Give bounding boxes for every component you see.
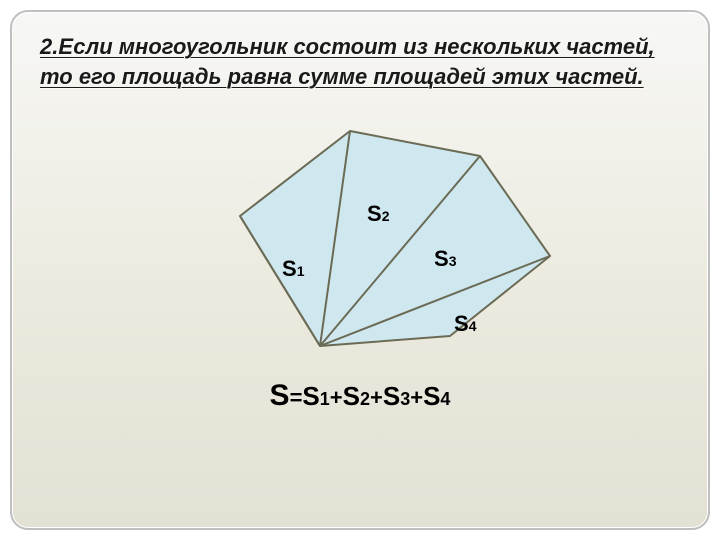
- formula-term-sub: 2: [360, 389, 370, 409]
- region-label: S4: [454, 311, 476, 337]
- formula-plus: +: [330, 385, 343, 410]
- area-formula: S=S1+S2+S3+S4: [40, 379, 680, 413]
- formula-term-s: S: [383, 381, 400, 411]
- formula-term-sub: 1: [320, 389, 330, 409]
- region-label: S2: [367, 201, 389, 227]
- region-label: S1: [282, 256, 304, 282]
- polygon-diagram: S1 S2 S3 S4: [40, 101, 680, 371]
- formula-term-s: S: [302, 381, 319, 411]
- formula-eq: =: [290, 385, 303, 410]
- formula-plus: +: [410, 385, 423, 410]
- formula-term-sub: 4: [440, 389, 450, 409]
- formula-lhs: S: [270, 379, 290, 412]
- slide-frame: 2.Если многоугольник состоит из нескольк…: [10, 10, 710, 530]
- polygon-svg: [150, 101, 570, 371]
- slide-title: 2.Если многоугольник состоит из нескольк…: [40, 32, 680, 91]
- formula-term-s: S: [423, 381, 440, 411]
- formula-term-sub: 3: [400, 389, 410, 409]
- region-label: S3: [434, 246, 456, 272]
- formula-term-s: S: [343, 381, 360, 411]
- formula-plus: +: [370, 385, 383, 410]
- slide-outer: 2.Если многоугольник состоит из нескольк…: [0, 0, 720, 540]
